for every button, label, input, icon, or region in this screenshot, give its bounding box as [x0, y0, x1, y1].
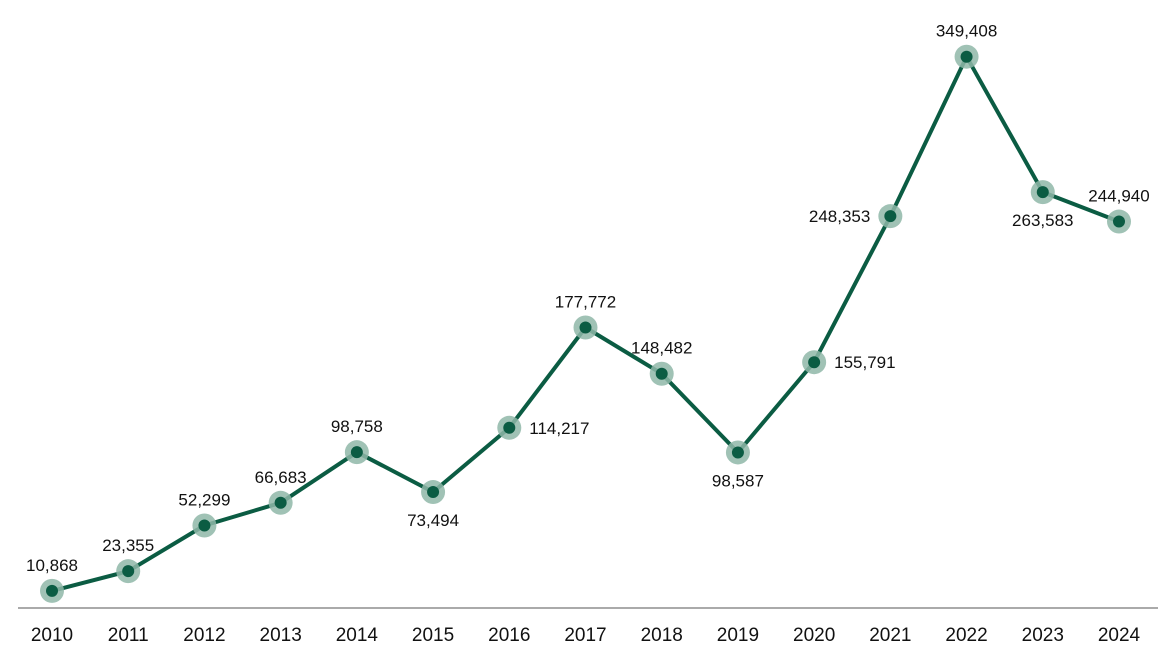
x-tick-label: 2018 [641, 625, 683, 646]
x-tick-label: 2013 [260, 625, 302, 646]
x-tick-label: 2017 [564, 625, 606, 646]
data-label: 349,408 [936, 22, 997, 41]
x-tick-label: 2020 [793, 625, 835, 646]
data-label: 248,353 [809, 207, 870, 226]
data-label: 52,299 [178, 490, 230, 509]
data-label: 263,583 [1012, 211, 1073, 230]
data-point [122, 565, 135, 578]
data-label: 114,217 [529, 419, 589, 438]
data-point [46, 584, 58, 597]
data-label: 155,791 [834, 353, 895, 372]
data-point [427, 486, 440, 499]
data-point [350, 446, 363, 459]
x-tick-label: 2015 [412, 625, 454, 646]
x-tick-label: 2023 [1022, 625, 1064, 646]
data-point [579, 321, 592, 334]
data-point [808, 356, 821, 369]
data-point [960, 50, 973, 63]
x-tick-label: 2022 [945, 625, 987, 646]
data-point [655, 367, 668, 380]
series-layer [40, 44, 1131, 603]
x-tick-label: 2024 [1098, 625, 1141, 646]
data-label: 177,772 [555, 293, 616, 312]
x-tick-layer: 2010 2011 2012 2013 2014 2015 2016 2017 2018 2019… [31, 625, 1141, 646]
data-label: 148,482 [631, 339, 692, 358]
data-point [1113, 215, 1125, 228]
x-tick-label: 2021 [869, 625, 911, 646]
data-label: 98,587 [712, 471, 764, 490]
x-tick-label: 2016 [488, 625, 530, 646]
data-point [503, 421, 516, 434]
x-tick-label: 2011 [108, 625, 149, 646]
data-label: 244,940 [1088, 187, 1149, 206]
data-point [884, 210, 897, 223]
data-label-layer: 10,868 23,355 52,299 66,683 98,758 73,494 114,… [26, 22, 1150, 575]
data-label: 73,494 [407, 511, 459, 530]
data-point [1036, 186, 1049, 199]
data-label: 10,868 [26, 556, 78, 575]
data-point [274, 496, 287, 509]
x-tick-label: 2014 [336, 625, 379, 646]
data-point [198, 519, 211, 532]
x-tick-label: 2019 [717, 625, 759, 646]
x-tick-label: 2010 [31, 625, 73, 646]
data-label: 66,683 [255, 468, 307, 487]
x-tick-label: 2012 [183, 625, 225, 646]
data-label: 23,355 [102, 536, 154, 555]
data-label: 98,758 [331, 417, 383, 436]
data-point [731, 446, 744, 459]
